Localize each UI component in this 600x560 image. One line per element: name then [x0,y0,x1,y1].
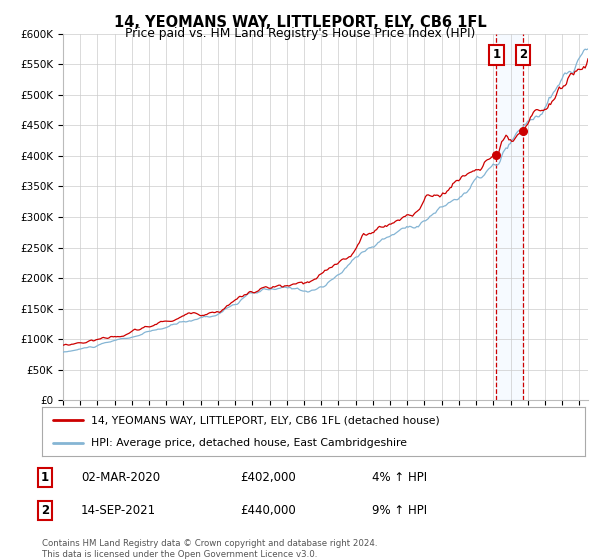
Text: 2: 2 [519,49,527,62]
Text: This data is licensed under the Open Government Licence v3.0.: This data is licensed under the Open Gov… [42,550,317,559]
Text: 14-SEP-2021: 14-SEP-2021 [81,504,156,517]
Bar [496,34,523,400]
Text: 2: 2 [41,504,49,517]
Text: £402,000: £402,000 [240,471,296,484]
Text: 1: 1 [41,471,49,484]
Text: Price paid vs. HM Land Registry's House Price Index (HPI): Price paid vs. HM Land Registry's House … [125,27,475,40]
Text: 14, YEOMANS WAY, LITTLEPORT, ELY, CB6 1FL (detached house): 14, YEOMANS WAY, LITTLEPORT, ELY, CB6 1F… [91,416,440,426]
Text: HPI: Average price, detached house, East Cambridgeshire: HPI: Average price, detached house, East… [91,438,407,448]
Text: 4% ↑ HPI: 4% ↑ HPI [372,471,427,484]
Text: Contains HM Land Registry data © Crown copyright and database right 2024.: Contains HM Land Registry data © Crown c… [42,539,377,548]
Text: 02-MAR-2020: 02-MAR-2020 [81,471,160,484]
Text: 14, YEOMANS WAY, LITTLEPORT, ELY, CB6 1FL: 14, YEOMANS WAY, LITTLEPORT, ELY, CB6 1F… [113,15,487,30]
Text: 9% ↑ HPI: 9% ↑ HPI [372,504,427,517]
Text: £440,000: £440,000 [240,504,296,517]
Text: 1: 1 [492,49,500,62]
